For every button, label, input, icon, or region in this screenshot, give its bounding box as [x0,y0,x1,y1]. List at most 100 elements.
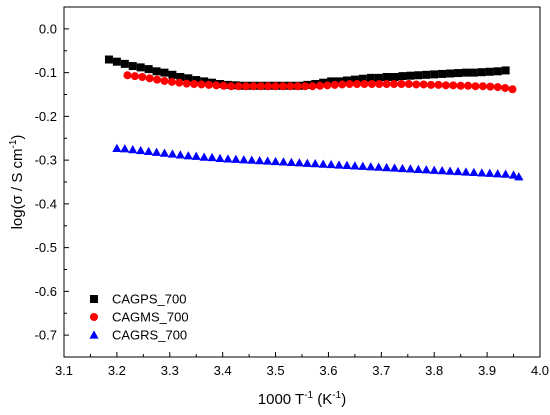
legend-marker [90,295,98,303]
data-point [405,164,416,173]
data-point [160,76,169,85]
data-point [338,80,347,89]
data-point [389,163,400,172]
data-point [358,161,368,170]
y-tick-label: -0.2 [35,109,57,124]
data-point [477,68,486,77]
data-point [308,82,317,91]
legend-label: CAGMS_700 [112,310,189,325]
data-point [469,68,478,77]
data-point [330,80,339,89]
data-point [167,77,176,86]
data-point [446,69,455,78]
data-point [413,164,423,173]
data-point [104,55,113,64]
data-point [249,82,258,91]
data-point [434,80,443,89]
data-point [350,161,360,170]
series-CAGRS_700 [112,143,524,181]
data-point [293,82,302,91]
data-point [183,151,193,160]
legend-label: CAGRS_700 [112,328,187,343]
data-point [160,68,169,77]
data-point [219,81,228,90]
data-point [286,157,297,166]
data-point [319,78,328,87]
data-point [454,69,463,78]
data-point [412,80,421,89]
y-axis: 0.0 -0.1 -0.2 -0.3 -0.4 -0.5 -0.6 -0.7 [35,6,69,358]
data-point [326,159,336,169]
data-point [345,80,354,88]
data-point [430,70,439,79]
data-point [501,83,510,92]
data-point [477,168,487,177]
data-point [342,76,351,85]
data-point [360,80,369,88]
data-point [197,80,206,89]
data-point [247,155,257,164]
data-point [167,149,178,158]
data-point [421,165,431,174]
data-point [200,77,209,86]
x-tick-label: 3.9 [478,363,496,378]
data-point [366,73,375,82]
data-point [438,69,447,78]
data-point [456,81,465,90]
data-point [112,143,122,152]
y-axis-label: log(σ / S cm-1) [8,135,26,230]
data-point [123,71,132,80]
data-point [382,80,391,88]
data-point [278,82,287,91]
y-tick-label: -0.3 [35,153,57,168]
data-point [493,169,503,178]
data-point [382,162,392,172]
y-tick-label: -0.7 [35,328,57,343]
data-point [508,85,517,94]
data-point [493,83,502,92]
data-point [471,82,480,91]
data-point [398,72,407,81]
data-point [263,156,273,165]
data-point [302,158,312,167]
data-point [315,81,324,90]
data-point [264,82,273,91]
data-point [427,80,436,89]
legend-label: CAGPS_700 [112,292,186,307]
data-point [350,75,359,84]
data-point [323,81,332,90]
y-tick-label: -0.4 [35,196,57,211]
data-point [278,157,289,166]
data-point [270,156,281,166]
data-point [145,74,154,83]
data-point [256,82,265,91]
data-point [366,162,376,171]
data-point [353,80,362,88]
data-point [190,80,199,88]
data-point [112,57,121,66]
data-point [390,80,399,88]
data-point [207,152,217,162]
data-point [429,165,439,174]
data-point [461,167,471,176]
data-point [136,145,146,155]
data-point [414,71,423,80]
data-point [130,72,139,81]
data-point [461,68,470,77]
data-point [422,70,431,79]
data-point [128,145,138,154]
data-point [271,82,280,91]
x-axis: 3.1 3.2 3.3 3.4 3.5 3.6 3.7 3.8 3.9 4.0 [55,352,549,378]
legend-marker [90,313,98,321]
y-tick-label: -0.6 [35,284,57,299]
data-point [301,82,310,91]
data-point [239,155,249,164]
data-point [310,159,320,168]
data-point [223,154,233,163]
data-point [241,82,250,91]
legend-marker [89,330,99,339]
x-axis-label: 1000 T-1 (K-1) [258,390,346,408]
data-point [485,168,495,177]
x-tick-label: 3.1 [55,363,73,378]
data-point [449,81,458,90]
